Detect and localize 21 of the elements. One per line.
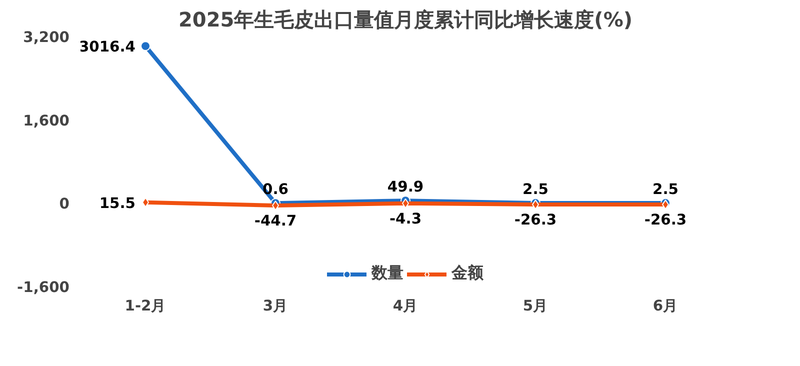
data-label: 49.9	[387, 178, 424, 196]
y-tick-label: 3,200	[23, 29, 70, 46]
x-tick-label: 3月	[262, 298, 288, 314]
data-label: -44.7	[254, 212, 297, 230]
x-tick-label: 5月	[522, 298, 548, 314]
chart-title: 2025年生毛皮出口量值月度累计同比增长速度(%)	[178, 8, 632, 32]
legend-label: 金额	[452, 263, 484, 284]
legend-label: 数量	[372, 263, 404, 284]
x-tick-label: 1-2月	[124, 298, 166, 314]
data-label: 15.5	[99, 194, 136, 212]
data-label: 2.5	[652, 181, 678, 198]
y-tick-label: 1,600	[23, 112, 70, 130]
y-tick-label: -1,600	[17, 279, 70, 296]
point	[140, 41, 150, 52]
data-label: -26.3	[644, 212, 687, 229]
data-label: 2.5	[522, 181, 548, 198]
x-tick-label: 6月	[652, 298, 678, 314]
y-tick-label: 0	[59, 196, 70, 213]
data-label: -26.3	[514, 212, 557, 229]
data-label: -4.3	[389, 210, 422, 228]
x-tick-label: 4月	[392, 298, 418, 314]
